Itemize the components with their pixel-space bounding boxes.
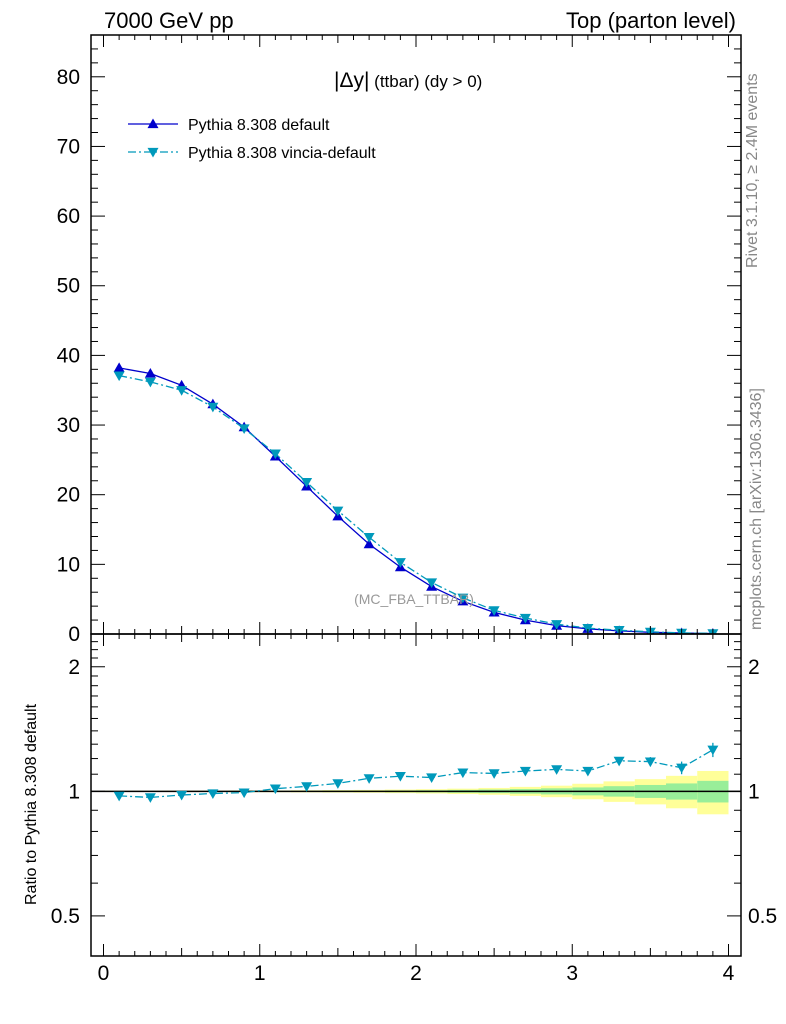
legend-label-1: Pythia 8.308 vincia-default — [188, 145, 376, 162]
data-point-vincia — [519, 613, 531, 624]
y-tick-label: 40 — [57, 344, 80, 367]
ratio-point-vincia — [707, 745, 719, 756]
data-point-vincia — [113, 371, 125, 382]
data-point-vincia — [488, 606, 500, 616]
ratio-point-vincia — [363, 774, 375, 784]
ratio-axis-label: Ratio to Pythia 8.308 default — [23, 703, 40, 905]
ratio-point-vincia — [426, 773, 438, 784]
ratio-point-vincia — [113, 791, 125, 802]
ratio-y-tick-label-right: 2 — [748, 656, 760, 679]
ratio-y-tick-label-right: 1 — [748, 780, 760, 803]
ratio-y-tick-label: 2 — [68, 656, 80, 679]
y-tick-label: 10 — [57, 553, 80, 576]
data-point-vincia — [551, 620, 563, 630]
plot-title: |Δy| (ttbar) (dy > 0) — [334, 69, 482, 92]
plot-title-rest: (ttbar) (dy > 0) — [369, 72, 482, 91]
x-tick-label: 4 — [723, 962, 735, 985]
y-tick-label: 60 — [57, 205, 80, 228]
ratio-point-vincia — [457, 768, 469, 779]
data-point-default — [113, 362, 125, 373]
y-tick-label: 80 — [57, 66, 80, 89]
header-right: Top (parton level) — [566, 8, 736, 33]
data-point-vincia — [176, 386, 188, 396]
ratio-point-vincia — [238, 788, 250, 799]
data-point-vincia — [207, 402, 219, 413]
legend-label-0: Pythia 8.308 default — [188, 117, 330, 134]
ratio-point-vincia — [301, 782, 313, 792]
data-point-default — [363, 538, 375, 549]
data-point-vincia — [238, 424, 250, 435]
plot-title-variable: |Δy| — [334, 69, 369, 92]
ratio-point-vincia — [519, 766, 531, 777]
legend-marker-1 — [147, 147, 159, 158]
ratio-point-vincia — [207, 789, 219, 800]
ratio-point-vincia — [613, 756, 625, 767]
y-tick-label: 0 — [68, 623, 80, 646]
ratio-point-vincia — [488, 769, 500, 779]
y-tick-label: 30 — [57, 414, 80, 437]
x-tick-label: 3 — [566, 962, 578, 985]
data-point-vincia — [332, 506, 344, 517]
ratio-point-vincia — [144, 793, 156, 803]
y-tick-label: 20 — [57, 484, 80, 507]
data-point-vincia — [144, 377, 156, 388]
ratio-point-vincia — [332, 779, 344, 789]
ratio-point-vincia — [676, 763, 688, 774]
data-point-default — [144, 368, 156, 378]
data-point-vincia — [457, 593, 469, 604]
ratio-point-vincia — [551, 765, 563, 775]
data-point-vincia — [269, 449, 281, 460]
ratio-point-vincia — [582, 766, 594, 777]
ratio-y-tick-label-right: 0.5 — [748, 905, 777, 928]
ratio-line-vincia — [119, 749, 714, 799]
data-point-vincia — [426, 578, 438, 588]
ratio-point-vincia — [176, 790, 188, 801]
ratio-y-tick-label: 0.5 — [51, 905, 80, 928]
ratio-point-vincia — [269, 784, 281, 795]
x-tick-label: 1 — [254, 962, 266, 985]
x-tick-label: 2 — [410, 962, 422, 985]
legend-marker-0 — [147, 118, 159, 129]
ratio-y-tick-label: 1 — [68, 780, 80, 803]
ratio-point-vincia — [394, 772, 406, 782]
analysis-watermark: (MC_FBA_TTBAR) — [354, 591, 474, 607]
y-tick-label: 70 — [57, 135, 80, 158]
data-point-vincia — [301, 478, 313, 488]
x-tick-label: 0 — [98, 962, 110, 985]
data-point-vincia — [394, 558, 406, 568]
y-tick-label: 50 — [57, 275, 80, 298]
data-point-vincia — [582, 623, 594, 634]
ratio-point-vincia — [644, 757, 656, 768]
header-left: 7000 GeV pp — [104, 8, 234, 33]
data-point-vincia — [363, 533, 375, 543]
